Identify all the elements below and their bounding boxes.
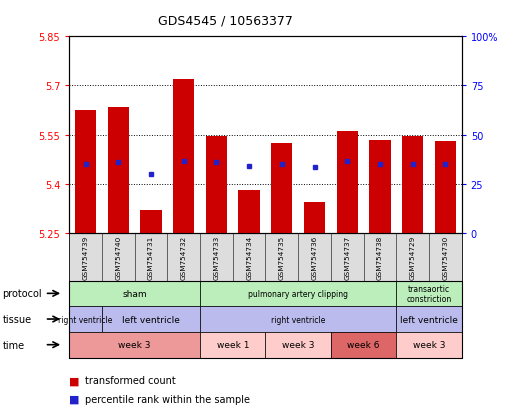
Text: percentile rank within the sample: percentile rank within the sample <box>85 394 250 404</box>
Bar <box>435 142 456 233</box>
Text: tissue: tissue <box>3 314 32 324</box>
Text: GSM754739: GSM754739 <box>83 235 89 279</box>
Text: week 6: week 6 <box>347 340 380 349</box>
Text: protocol: protocol <box>3 289 42 299</box>
Bar <box>337 132 358 233</box>
Text: GSM754731: GSM754731 <box>148 235 154 279</box>
Text: GSM754736: GSM754736 <box>311 235 318 279</box>
Text: GSM754732: GSM754732 <box>181 235 187 279</box>
Text: right ventricle: right ventricle <box>271 315 325 324</box>
Bar <box>173 80 194 233</box>
Text: GSM754730: GSM754730 <box>442 235 448 279</box>
Text: week 3: week 3 <box>413 340 445 349</box>
Text: GSM754740: GSM754740 <box>115 235 121 279</box>
Text: GSM754735: GSM754735 <box>279 235 285 279</box>
Bar <box>75 111 96 233</box>
Text: ■: ■ <box>69 375 80 385</box>
Text: left ventricle: left ventricle <box>122 315 180 324</box>
Text: GSM754734: GSM754734 <box>246 235 252 279</box>
Text: pulmonary artery clipping: pulmonary artery clipping <box>248 289 348 298</box>
Bar <box>304 202 325 233</box>
Bar <box>108 107 129 233</box>
Bar <box>369 140 390 233</box>
Text: GSM754738: GSM754738 <box>377 235 383 279</box>
Text: transaortic
constriction: transaortic constriction <box>406 284 451 303</box>
Text: GDS4545 / 10563377: GDS4545 / 10563377 <box>159 14 293 27</box>
Text: GSM754737: GSM754737 <box>344 235 350 279</box>
Text: ■: ■ <box>69 394 80 404</box>
Bar <box>271 143 292 233</box>
Bar <box>141 211 162 233</box>
Text: transformed count: transformed count <box>85 375 175 385</box>
Text: time: time <box>3 340 25 350</box>
Text: GSM754729: GSM754729 <box>410 235 416 279</box>
Text: week 1: week 1 <box>216 340 249 349</box>
Bar <box>402 137 423 233</box>
Bar <box>239 191 260 233</box>
Text: right ventricle: right ventricle <box>58 315 113 324</box>
Text: week 3: week 3 <box>282 340 314 349</box>
Text: left ventricle: left ventricle <box>400 315 458 324</box>
Text: sham: sham <box>122 289 147 298</box>
Text: week 3: week 3 <box>119 340 151 349</box>
Bar <box>206 137 227 233</box>
Text: GSM754733: GSM754733 <box>213 235 220 279</box>
